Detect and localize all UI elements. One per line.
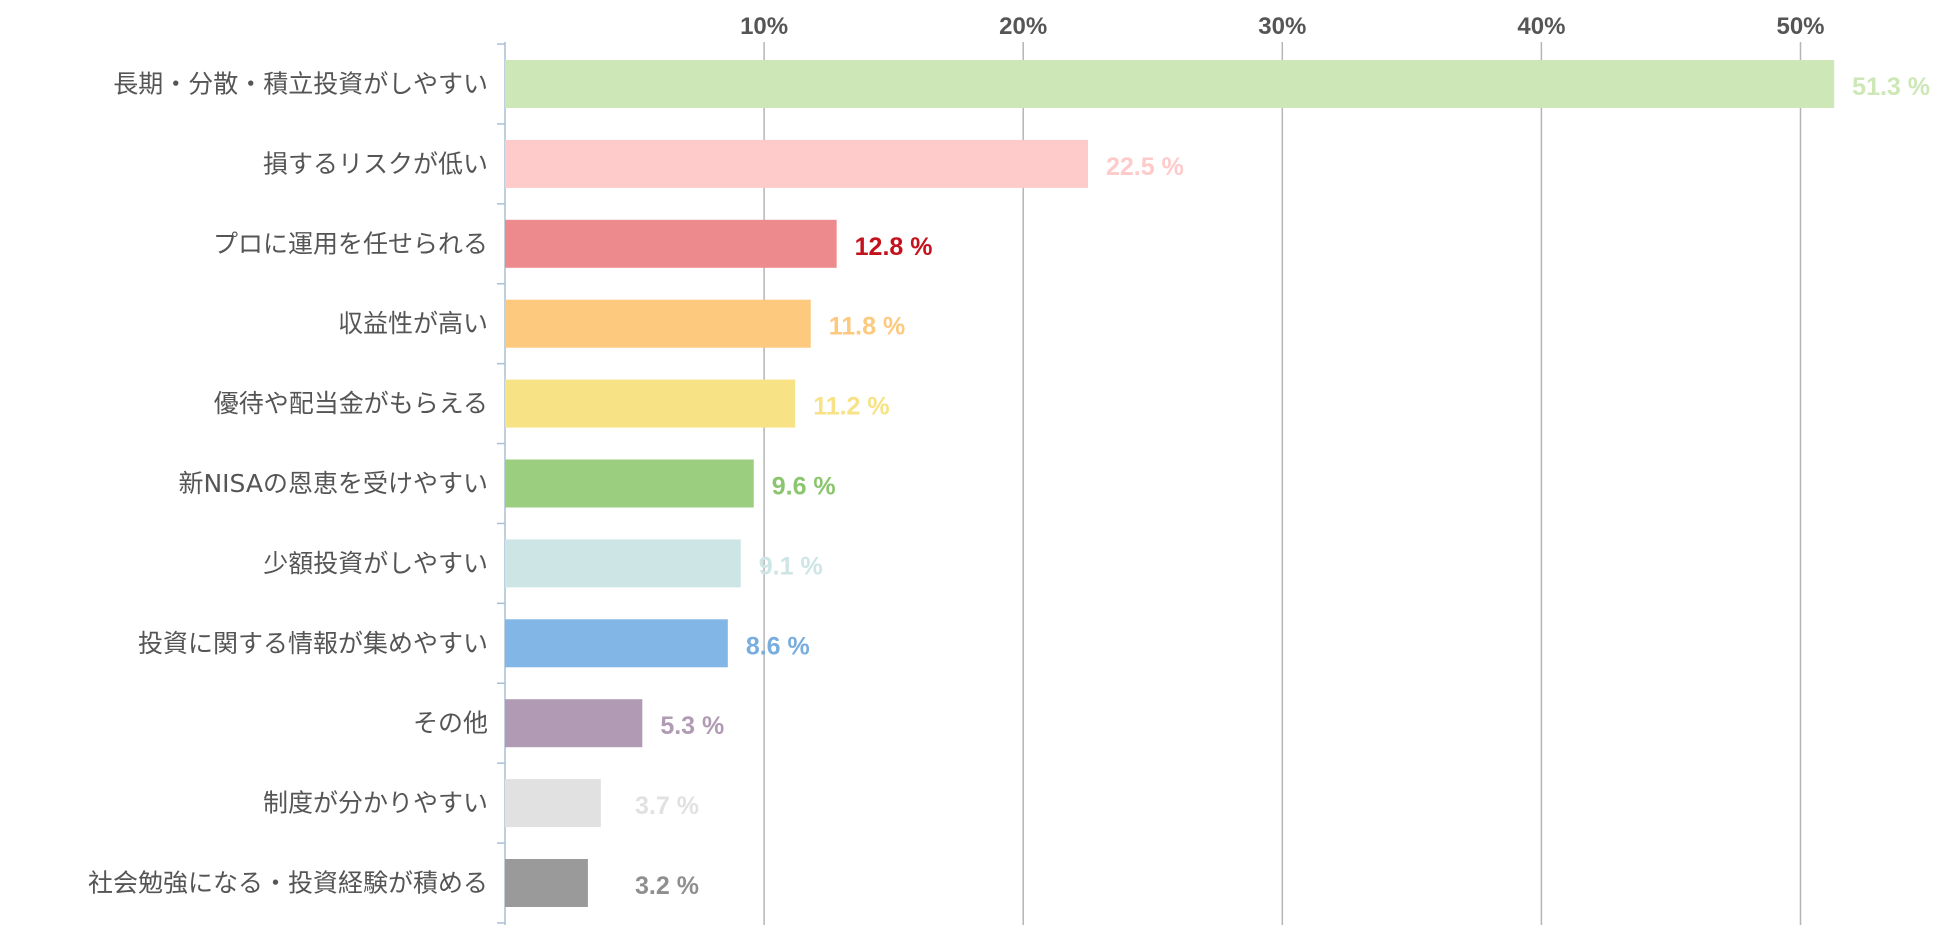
value-labels: 51.3 % 22.5 % 12.8 % 11.8 % 11.2 % 9.6 % 9.1 %… [635,73,1930,900]
category-label: 損するリスクが低い [263,149,488,178]
bar [505,539,741,588]
value-label: 12.8 % [855,233,933,261]
bar [505,779,601,828]
category-label: 制度が分かりやすい [263,789,488,818]
bar [505,619,728,668]
category-label: 新NISAの恩恵を受けやすい [178,469,488,498]
grid-lines [763,42,1802,925]
category-label: 収益性が高い [338,309,488,338]
value-label: 11.8 % [829,313,905,341]
bar [505,60,1835,108]
bar [505,219,837,268]
category-label: 優待や配当金がもらえる [214,389,488,418]
category-label: その他 [413,709,488,738]
bar [505,379,796,428]
value-label: 3.7 % [635,792,699,820]
value-label: 51.3 % [1852,73,1930,101]
bar [505,459,754,508]
axes [497,42,506,925]
tick-label: 10% [740,13,788,40]
bar [505,859,588,907]
value-label: 8.6 % [746,632,810,660]
bar [505,139,1088,188]
bars [505,60,1835,907]
bar [505,299,811,348]
tick-label: 20% [999,13,1047,40]
tick-label: 50% [1776,13,1824,40]
category-label: 投資に関する情報が集めやすい [138,629,488,658]
tick-label: 30% [1258,13,1306,40]
bar [505,699,643,748]
tick-labels: 10% 20% 30% 40% 50% [740,13,1824,40]
value-label: 9.1 % [759,552,823,580]
category-label: 長期・分散・積立投資がしやすい [113,70,488,99]
value-label: 5.3 % [660,712,724,740]
value-label: 9.6 % [772,473,836,501]
value-label: 3.2 % [635,872,699,900]
tick-label: 40% [1517,13,1565,40]
category-label: プロに運用を任せられる [213,229,488,258]
category-label: 少額投資がしやすい [263,549,488,578]
value-label: 11.2 % [813,393,889,421]
category-label: 社会勉強になる・投資経験が積める [88,869,488,898]
category-labels: 長期・分散・積立投資がしやすい損するリスクが低いプロに運用を任せられる収益性が高… [88,70,488,898]
value-label: 22.5 % [1106,153,1184,181]
